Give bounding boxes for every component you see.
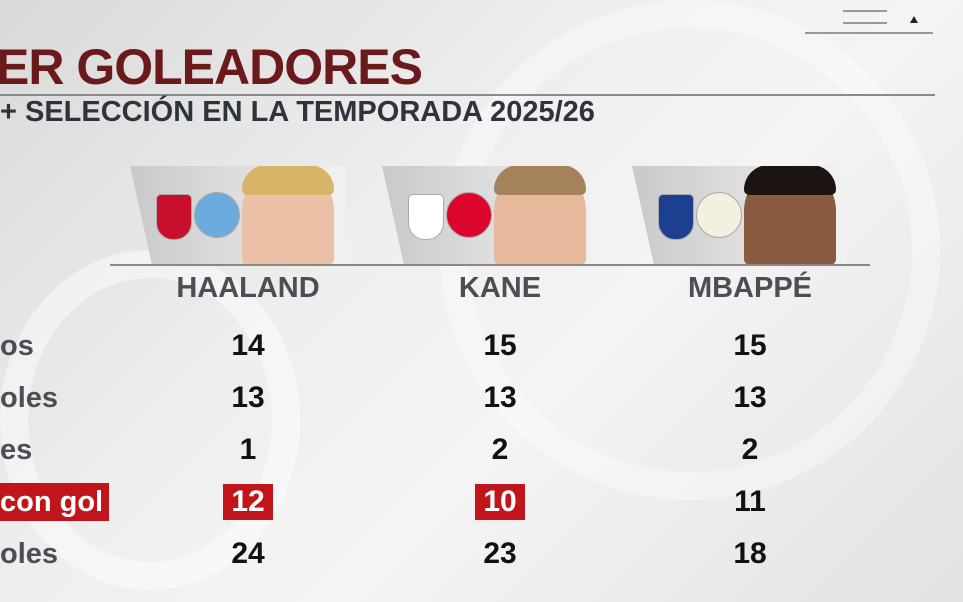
england-crest-icon (408, 194, 444, 240)
stat-label: os (0, 330, 34, 362)
stat-value: 13 (483, 381, 517, 414)
player-photo (494, 166, 586, 265)
player-name: HAALAND (176, 272, 320, 304)
stat-value: 24 (231, 537, 265, 570)
stat-value: 15 (733, 329, 767, 362)
manchester-city-crest-icon (194, 192, 240, 238)
stat-value: 11 (734, 485, 766, 518)
norway-flag-badge-icon (156, 194, 192, 240)
stat-value: 10 (475, 484, 525, 520)
bayern-munich-crest-icon (446, 192, 492, 238)
player-photo-panel (130, 166, 345, 265)
player-photo (242, 166, 334, 265)
stat-value: 2 (741, 433, 759, 466)
stat-value: 14 (231, 329, 265, 362)
stat-label: con gol (0, 483, 110, 521)
stat-value: 23 (483, 537, 517, 570)
stat-value: 12 (223, 484, 273, 520)
stat-label: oles (0, 538, 59, 570)
stat-value: 15 (483, 329, 517, 362)
title-divider (0, 94, 935, 96)
stat-value: 18 (733, 537, 767, 570)
player-name: KANE (458, 272, 542, 304)
stat-value: 1 (239, 433, 257, 466)
stat-value: 2 (491, 433, 509, 466)
player-photo (744, 166, 836, 265)
stat-value: 13 (733, 381, 767, 414)
menu-icon (805, 10, 933, 34)
stat-label: oles (0, 382, 59, 414)
stat-value: 13 (231, 381, 265, 414)
header-divider (110, 264, 870, 266)
real-madrid-crest-icon (696, 192, 742, 238)
france-crest-icon (658, 194, 694, 240)
player-name: MBAPPÉ (687, 272, 813, 304)
player-photo-panel (632, 166, 847, 265)
stat-label: es (0, 434, 33, 466)
player-photo-panel (382, 166, 597, 265)
page-subtitle: + SELECCIÓN EN LA TEMPORADA 2025/26 (0, 96, 595, 128)
page-title: ER GOLEADORES (0, 39, 423, 95)
